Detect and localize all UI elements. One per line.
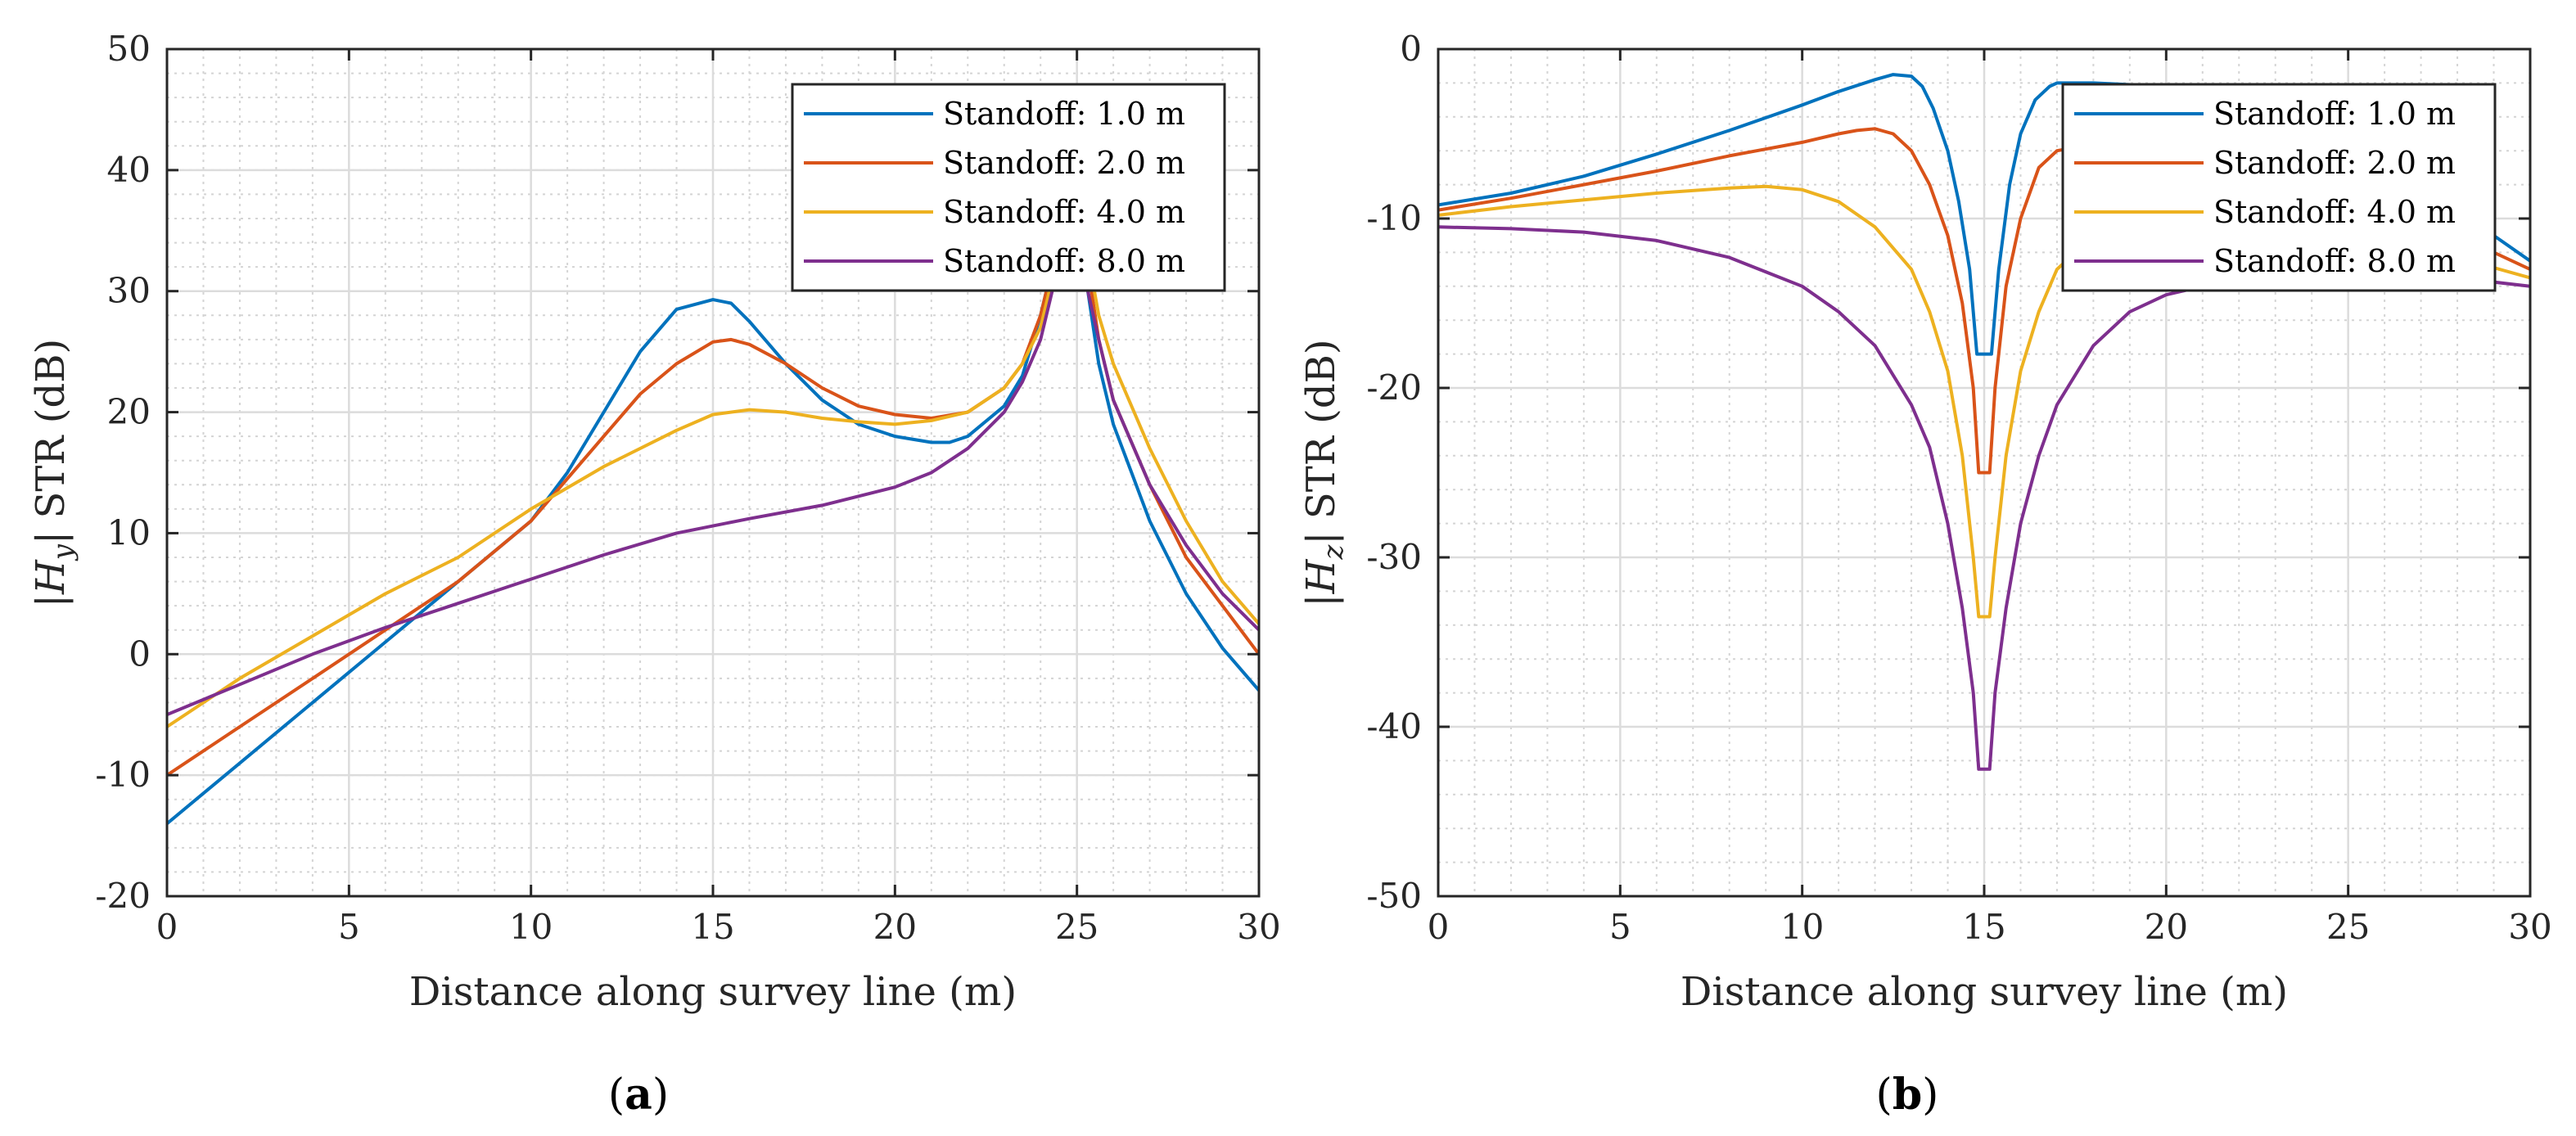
chart-a-y-tick-label: 30 bbox=[107, 271, 151, 311]
chart-b-legend: Standoff: 1.0 m Standoff: 2.0 m Standoff: … bbox=[2061, 83, 2497, 292]
chart-a-x-tick-label: 5 bbox=[338, 907, 360, 947]
chart-b-ticks bbox=[1437, 47, 2532, 898]
chart-b-series-3-line bbox=[1438, 184, 2530, 619]
chart-a-y-tick-label: 40 bbox=[107, 150, 151, 190]
chart-b-legend-label-4: Standoff: 8.0 m bbox=[2213, 243, 2456, 279]
chart-a-series-4-line bbox=[167, 168, 1259, 717]
chart-a-legend: Standoff: 1.0 m Standoff: 2.0 m Standoff: … bbox=[791, 83, 1226, 292]
chart-b-series-1-line bbox=[1438, 73, 2530, 356]
chart-a-y-tick-label: 0 bbox=[129, 633, 151, 674]
chart-a-series-3-line bbox=[167, 168, 1259, 728]
chart-b-ylabel-rest: | STR (dB) bbox=[1298, 339, 1344, 544]
chart-a-xlabel: Distance along survey line (m) bbox=[409, 969, 1017, 1015]
chart-a-legend-label-1: Standoff: 1.0 m bbox=[943, 96, 1185, 132]
chart-a-legend-label-3: Standoff: 4.0 m bbox=[943, 194, 1185, 230]
chart-a-x-tick-label: 20 bbox=[873, 907, 917, 947]
chart-b-series-4-line bbox=[1438, 225, 2530, 771]
chart-b-y-tick-label: -20 bbox=[1366, 367, 1422, 408]
chart-a-x-tick-label: 25 bbox=[1055, 907, 1099, 947]
chart-b-legend-box bbox=[2061, 83, 2497, 292]
chart-b-y-tick-labels: -50 -40 -30 -20 -10 0 bbox=[1366, 29, 1422, 916]
chart-b-y-tick-label: -50 bbox=[1366, 876, 1422, 916]
chart-b-ylabel: |Hz| STR (dB) bbox=[1298, 339, 1350, 606]
chart-a-x-tick-label: 15 bbox=[691, 907, 734, 947]
chart-b-legend-label-3: Standoff: 4.0 m bbox=[2213, 194, 2456, 230]
chart-b-x-tick-label: 30 bbox=[2508, 907, 2551, 947]
chart-a-y-tick-labels: -20 -10 0 10 20 30 40 50 bbox=[95, 29, 151, 916]
chart-a-y-tick-label: 20 bbox=[107, 392, 151, 432]
chart-a-y-tick-label: -10 bbox=[95, 755, 151, 795]
chart-b: 0 5 10 15 20 25 30 -50 -40 -30 -20 -10 0 Distance a… bbox=[1298, 29, 2552, 1120]
chart-b-series bbox=[1438, 73, 2530, 771]
chart-a-ylabel-var: H bbox=[28, 559, 74, 595]
chart-a-ticks bbox=[165, 47, 1261, 898]
chart-a-ylabel-rest: | STR (dB) bbox=[28, 339, 74, 544]
chart-a-ylabel: |Hy| STR (dB) bbox=[28, 339, 79, 607]
chart-a-x-tick-label: 30 bbox=[1237, 907, 1280, 947]
chart-a-y-tick-label: -20 bbox=[95, 876, 151, 916]
chart-b-x-tick-label: 5 bbox=[1609, 907, 1631, 947]
chart-b-x-tick-label: 0 bbox=[1428, 907, 1450, 947]
chart-b-x-tick-label: 15 bbox=[1962, 907, 2005, 947]
chart-b-panel-label: (b) bbox=[1876, 1070, 1939, 1120]
chart-b-legend-label-2: Standoff: 2.0 m bbox=[2213, 145, 2456, 181]
chart-a-y-tick-label: 10 bbox=[107, 512, 151, 552]
chart-a-ylabel-bar-open: | bbox=[28, 594, 74, 607]
chart-b-x-tick-label: 10 bbox=[1780, 907, 1824, 947]
chart-b-x-tick-label: 20 bbox=[2145, 907, 2188, 947]
chart-b-ylabel-var: H bbox=[1298, 558, 1344, 594]
chart-a-panel-label: (a) bbox=[608, 1070, 669, 1120]
chart-a-x-tick-label: 0 bbox=[156, 907, 178, 947]
chart-b-legend-label-1: Standoff: 1.0 m bbox=[2213, 96, 2456, 132]
chart-b-y-tick-label: -30 bbox=[1366, 537, 1422, 577]
chart-a-ylabel-sub: y bbox=[47, 543, 79, 561]
chart-b-y-tick-label: -10 bbox=[1366, 198, 1422, 238]
chart-b-xlabel: Distance along survey line (m) bbox=[1680, 969, 2288, 1015]
chart-b-ylabel-sub: z bbox=[1317, 544, 1350, 561]
chart-b-y-tick-label: -40 bbox=[1366, 706, 1422, 746]
chart-a-legend-box bbox=[791, 83, 1226, 292]
chart-a-legend-label-4: Standoff: 8.0 m bbox=[943, 243, 1185, 279]
chart-b-x-tick-label: 25 bbox=[2326, 907, 2370, 947]
chart-a-legend-label-2: Standoff: 2.0 m bbox=[943, 145, 1185, 181]
chart-a-x-tick-labels: 0 5 10 15 20 25 30 bbox=[156, 907, 1281, 947]
chart-a: 0 5 10 15 20 25 30 -20 -10 0 10 20 30 40 50 Distance … bbox=[28, 29, 1281, 1120]
chart-b-ylabel-bar-open: | bbox=[1298, 593, 1344, 606]
chart-a-series bbox=[167, 168, 1259, 825]
chart-a-y-tick-label: 50 bbox=[107, 29, 151, 69]
chart-b-x-tick-labels: 0 5 10 15 20 25 30 bbox=[1428, 907, 2552, 947]
chart-b-y-tick-label: 0 bbox=[1400, 29, 1422, 69]
chart-a-x-tick-label: 10 bbox=[509, 907, 553, 947]
